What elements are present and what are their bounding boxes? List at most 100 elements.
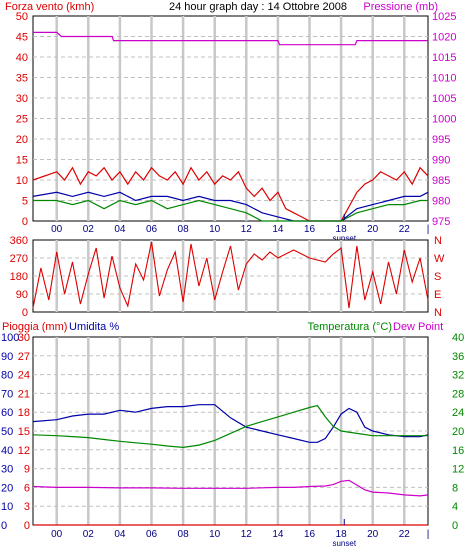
temperature-tick-label: 0: [452, 520, 458, 532]
humidity-tick-label: 90: [1, 351, 13, 363]
temperature-tick-label: 4: [452, 501, 458, 513]
temperature-tick-label: 36: [452, 351, 464, 363]
compass-label: E: [434, 289, 441, 301]
humidity-tick-label: 0: [1, 520, 7, 532]
rain-tick-label: 6: [24, 482, 30, 494]
pressure-tick-label: 990: [432, 155, 450, 167]
x-tick-label: 16: [304, 529, 316, 540]
rain-tick-label: 15: [18, 426, 30, 438]
rain-tick-label: 9: [24, 464, 30, 476]
x-tick-label: 06: [146, 224, 158, 235]
wind-tick-label: 15: [16, 155, 28, 167]
pressure-tick-label: 1025: [432, 11, 456, 23]
direction-tick-label: 270: [10, 253, 28, 265]
rain-tick-label: 12: [18, 445, 30, 457]
x-tick-label: 14: [272, 529, 284, 540]
x-tick-label: 10: [209, 224, 221, 235]
humidity-tick-label: 80: [1, 370, 13, 382]
temperature-tick-label: 32: [452, 370, 464, 382]
temperature-humidity-panel: 0102030405060708090100036912151821242730…: [1, 332, 464, 548]
temperature-tick-label: 12: [452, 464, 464, 476]
sunset-label: sunset: [332, 234, 356, 243]
x-tick-label: 16: [304, 224, 316, 235]
compass-label: S: [434, 271, 441, 283]
x-tick-label: 20: [367, 224, 379, 235]
x-tick-label: |: [427, 224, 430, 235]
humidity-tick-label: 70: [1, 388, 13, 400]
series-direction: [32, 241, 429, 309]
rain-tick-label: 27: [18, 351, 30, 363]
pressure-tick-label: 1020: [432, 32, 456, 44]
x-tick-label: 06: [146, 529, 158, 540]
temperature-tick-label: 16: [452, 445, 464, 457]
humidity-axis-title: Umidita %: [69, 321, 119, 333]
pressure-tick-label: 1005: [432, 93, 456, 105]
humidity-tick-label: 100: [1, 332, 19, 344]
x-tick-label: 00: [51, 224, 63, 235]
direction-tick-label: 360: [10, 235, 28, 247]
x-tick-label: 04: [114, 529, 126, 540]
wind-pressure-panel: 0510152025303540455097598098599099510001…: [16, 11, 457, 243]
x-tick-label: 12: [241, 529, 253, 540]
wind-axis-title: Forza vento (kmh): [5, 1, 94, 13]
x-tick-label: 18: [336, 529, 348, 540]
x-tick-label: 02: [83, 529, 95, 540]
humidity-tick-label: 50: [1, 426, 13, 438]
series-dew_point: [32, 479, 429, 497]
temperature-axis-title: Temperatura (°C): [308, 321, 392, 333]
wind-tick-label: 25: [16, 114, 28, 126]
wind-tick-label: 20: [16, 134, 28, 146]
compass-label: N: [434, 307, 442, 319]
temperature-tick-label: 24: [452, 407, 464, 419]
direction-tick-label: 0: [22, 307, 28, 319]
pressure-axis-title: Pressione (mb): [363, 1, 438, 13]
temperature-tick-label: 40: [452, 332, 464, 344]
chart-title: 24 hour graph day : 14 Ottobre 2008: [169, 1, 347, 13]
series-pressure: [33, 31, 428, 46]
rain-tick-label: 3: [24, 501, 30, 513]
direction-tick-label: 90: [16, 289, 28, 301]
x-tick-label: |: [427, 529, 430, 540]
x-tick-label: 04: [114, 224, 126, 235]
humidity-tick-label: 10: [1, 501, 13, 513]
temperature-tick-label: 20: [452, 426, 464, 438]
temperature-tick-label: 8: [452, 482, 458, 494]
x-tick-label: 08: [178, 224, 190, 235]
pressure-tick-label: 985: [432, 175, 450, 187]
series-wind_gust: [32, 166, 429, 222]
pressure-tick-label: 1000: [432, 114, 456, 126]
x-tick-label: 02: [83, 224, 95, 235]
pressure-tick-label: 995: [432, 134, 450, 146]
series-humidity: [32, 404, 429, 443]
dew-point-axis-title: Dew Point: [393, 321, 443, 333]
sunset-label: sunset: [332, 539, 356, 548]
rain-tick-label: 0: [24, 520, 30, 532]
x-tick-label: 22: [399, 529, 411, 540]
wind-tick-label: 0: [22, 216, 28, 228]
x-tick-label: 14: [272, 224, 284, 235]
humidity-tick-label: 20: [1, 482, 13, 494]
x-tick-label: 18: [336, 224, 348, 235]
direction-tick-label: 180: [10, 271, 28, 283]
wind-tick-label: 35: [16, 73, 28, 85]
pressure-tick-label: 980: [432, 196, 450, 208]
rain-axis-title: Pioggia (mm): [2, 321, 67, 333]
series-wind_avg: [32, 191, 429, 222]
pressure-tick-label: 975: [432, 216, 450, 228]
rain-tick-label: 30: [18, 332, 30, 344]
wind-tick-label: 30: [16, 93, 28, 105]
x-tick-label: 10: [209, 529, 221, 540]
rain-tick-label: 18: [18, 407, 30, 419]
x-tick-label: 22: [399, 224, 411, 235]
pressure-tick-label: 1010: [432, 73, 456, 85]
x-tick-label: 12: [241, 224, 253, 235]
series-wind_low: [33, 199, 428, 222]
rain-tick-label: 24: [18, 370, 30, 382]
pressure-tick-label: 1015: [432, 52, 456, 64]
wind-tick-label: 40: [16, 52, 28, 64]
compass-label: N: [434, 235, 442, 247]
wind-tick-label: 45: [16, 32, 28, 44]
humidity-tick-label: 30: [1, 464, 13, 476]
